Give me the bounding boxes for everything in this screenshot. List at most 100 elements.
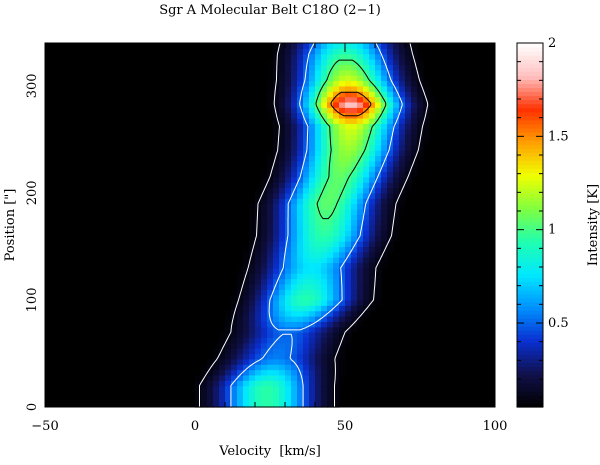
- heatmap-cell: [273, 246, 280, 253]
- heatmap-cell: [279, 390, 286, 397]
- heatmap-cell: [333, 48, 340, 55]
- heatmap-cell: [315, 85, 322, 92]
- heatmap-cell: [309, 187, 316, 194]
- heatmap-cell: [291, 267, 298, 274]
- heatmap-cell: [321, 112, 328, 119]
- heatmap-cell: [375, 225, 382, 231]
- heatmap-cell: [411, 107, 418, 114]
- heatmap-cell: [279, 134, 286, 140]
- heatmap-cell: [309, 208, 316, 215]
- heatmap-cell: [303, 380, 310, 387]
- heatmap-cell: [381, 123, 388, 130]
- heatmap-cell: [315, 53, 322, 60]
- heatmap-cell: [303, 257, 310, 264]
- heatmap-cell: [339, 139, 346, 146]
- heatmap-cell: [381, 246, 388, 253]
- heatmap-cell: [243, 353, 250, 360]
- heatmap-cell: [321, 262, 328, 269]
- heatmap-cell: [357, 203, 364, 210]
- heatmap-cell: [375, 283, 382, 290]
- heatmap-cell: [327, 75, 334, 82]
- heatmap-cell: [357, 139, 364, 146]
- heatmap-cell: [303, 144, 310, 151]
- heatmap-cell: [363, 85, 370, 92]
- heatmap-cell: [321, 53, 328, 60]
- heatmap-cell: [375, 262, 382, 269]
- heatmap-cell: [345, 219, 352, 226]
- heatmap-cell: [309, 198, 316, 205]
- heatmap-cell: [285, 316, 292, 322]
- heatmap-cell: [285, 332, 292, 339]
- heatmap-cell: [237, 380, 244, 387]
- heatmap-cell: [321, 305, 328, 312]
- heatmap-cell: [255, 385, 262, 392]
- heatmap-cell: [369, 283, 376, 290]
- colorbar-band: [517, 229, 543, 234]
- heatmap-cell: [363, 219, 370, 226]
- heatmap-cell: [369, 69, 376, 76]
- heatmap-cell: [261, 251, 268, 258]
- heatmap-cell: [297, 385, 304, 392]
- heatmap-cell: [273, 262, 280, 269]
- heatmap-cell: [369, 230, 376, 237]
- heatmap-cell: [315, 374, 322, 381]
- colorbar-band: [517, 374, 543, 380]
- heatmap-cell: [399, 128, 406, 135]
- heatmap-cell: [351, 257, 358, 264]
- heatmap-cell: [267, 59, 274, 66]
- colorbar-band: [517, 168, 543, 174]
- heatmap-cell: [267, 305, 274, 312]
- heatmap-cell: [243, 257, 250, 264]
- heatmap-cell: [369, 48, 376, 55]
- heatmap-cell: [351, 43, 358, 49]
- heatmap-cell: [357, 101, 364, 108]
- heatmap-cell: [297, 332, 304, 339]
- heatmap-cell: [387, 64, 394, 71]
- heatmap-cell: [297, 353, 304, 360]
- heatmap-cell: [249, 396, 256, 403]
- heatmap-cell: [291, 257, 298, 264]
- heatmap-cell: [327, 96, 334, 103]
- heatmap-cell: [303, 396, 310, 403]
- heatmap-cell: [399, 166, 406, 173]
- heatmap-cell: [345, 176, 352, 183]
- heatmap-cell: [303, 117, 310, 124]
- heatmap-cell: [321, 385, 328, 392]
- colorbar-band: [517, 75, 543, 80]
- heatmap-cell: [369, 53, 376, 60]
- heatmap-cell: [327, 176, 334, 183]
- heatmap-cell: [285, 166, 292, 173]
- heatmap-cell: [285, 396, 292, 403]
- heatmap-cell: [333, 134, 340, 140]
- heatmap-cell: [291, 214, 298, 221]
- heatmap-cell: [273, 53, 280, 60]
- heatmap-cell: [255, 230, 262, 237]
- heatmap-cell: [363, 139, 370, 146]
- heatmap-cell: [303, 155, 310, 162]
- heatmap-cell: [399, 171, 406, 178]
- heatmap-cell: [291, 316, 298, 322]
- heatmap-cell: [255, 278, 262, 285]
- heatmap-cell: [297, 401, 304, 408]
- heatmap-cell: [261, 358, 268, 365]
- heatmap-cell: [399, 198, 406, 205]
- heatmap-cell: [387, 128, 394, 135]
- heatmap-cell: [345, 171, 352, 178]
- heatmap-cell: [369, 75, 376, 82]
- heatmap-cell: [387, 48, 394, 55]
- heatmap-cell: [411, 117, 418, 124]
- heatmap-cell: [309, 278, 316, 285]
- heatmap-cell: [339, 198, 346, 205]
- heatmap-cell: [399, 96, 406, 103]
- heatmap-cell: [333, 214, 340, 221]
- heatmap-cell: [237, 390, 244, 397]
- heatmap-cell: [309, 390, 316, 397]
- heatmap-cell: [393, 150, 400, 157]
- heatmap-cell: [321, 150, 328, 157]
- heatmap-cell: [213, 342, 220, 349]
- heatmap-cell: [231, 369, 238, 376]
- heatmap-cell: [315, 326, 322, 333]
- heatmap-cell: [399, 144, 406, 151]
- heatmap-cell: [309, 267, 316, 274]
